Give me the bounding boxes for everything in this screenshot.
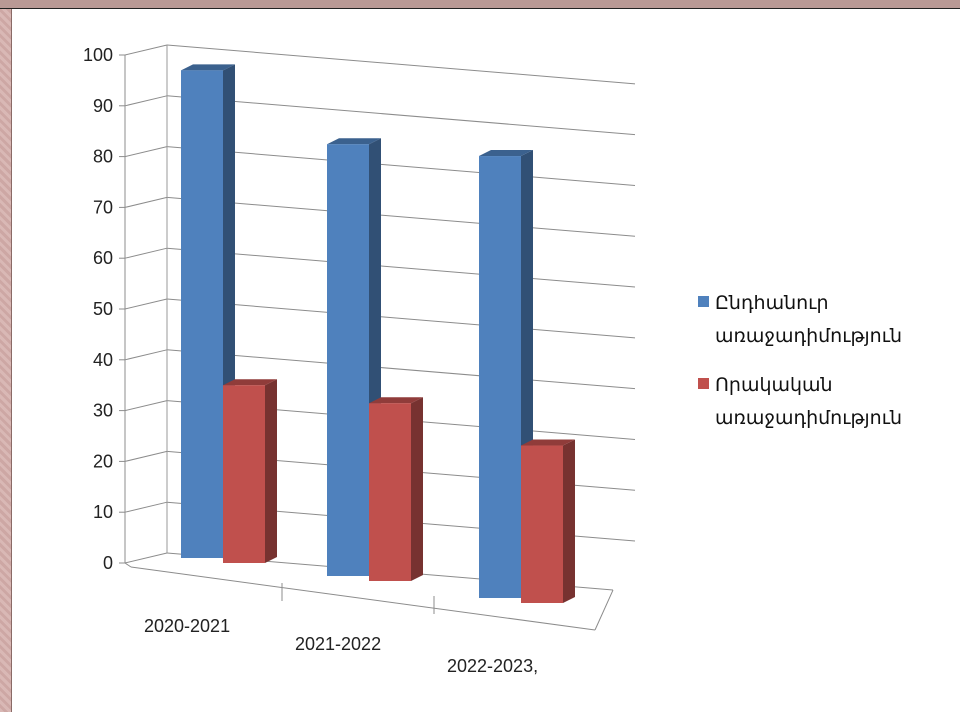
bar-top-face xyxy=(479,150,533,157)
x-category-label: 2022-2023, xyxy=(447,656,538,676)
chart-panel: 0 10 20 30 40 50 60 70 80 90 100 2020-2021 2021-202… xyxy=(11,9,960,712)
y-tick-label: 10 xyxy=(93,502,113,522)
side-gridline xyxy=(124,196,168,208)
bar-2-2022-2023, xyxy=(521,439,575,603)
bar-top-face xyxy=(223,379,277,386)
x-category-label: 2020-2021 xyxy=(144,616,230,636)
side-gridline xyxy=(124,450,168,462)
back-gridline xyxy=(166,95,636,136)
legend-swatch-series1 xyxy=(698,296,709,307)
y-tick-label: 70 xyxy=(93,197,113,217)
back-gridline xyxy=(166,298,636,339)
back-gridline xyxy=(166,349,636,390)
side-gridline xyxy=(124,501,168,513)
side-gridline xyxy=(124,552,168,564)
floor-right-edge xyxy=(594,589,614,631)
bar-top-face xyxy=(181,64,235,71)
floor-left-edge xyxy=(124,562,132,568)
bar-front-face xyxy=(327,144,369,576)
y-tick-label: 60 xyxy=(93,248,113,268)
x-axis-labels: 2020-2021 2021-2022 2022-2023, xyxy=(144,616,538,676)
bar-front-face xyxy=(223,385,265,563)
y-tick-label: 50 xyxy=(93,299,113,319)
bar-side-face xyxy=(265,379,277,563)
y-tick-label: 20 xyxy=(93,451,113,471)
legend-label-series1-line2: առաջադիմություն xyxy=(715,325,902,347)
bar-chart-3d: 0 10 20 30 40 50 60 70 80 90 100 2020-2021 2021-202… xyxy=(83,44,902,676)
bar-side-face xyxy=(411,397,423,581)
bar-top-face xyxy=(521,439,575,446)
bar-front-face xyxy=(369,403,411,581)
back-gridline xyxy=(166,146,636,186)
side-gridline xyxy=(124,146,168,158)
back-gridline xyxy=(166,196,636,237)
legend: Ընդհանուր առաջադիմություն Որակական առաջա… xyxy=(698,292,902,429)
top-strip xyxy=(0,0,960,9)
legend-label-series2-line2: առաջադիմություն xyxy=(715,407,902,429)
side-wall-grid xyxy=(124,44,168,564)
bar-side-face xyxy=(563,439,575,603)
y-tick-label: 90 xyxy=(93,96,113,116)
y-axis-ticks: 0 10 20 30 40 50 60 70 80 90 100 xyxy=(83,45,125,573)
side-gridline xyxy=(124,400,168,412)
side-gridline xyxy=(124,44,168,56)
y-tick-label: 0 xyxy=(103,553,113,573)
legend-swatch-series2 xyxy=(698,378,709,389)
side-gridline xyxy=(124,349,168,361)
side-gridline xyxy=(124,247,168,259)
x-category-label: 2021-2022 xyxy=(295,634,381,654)
y-tick-label: 30 xyxy=(93,401,113,421)
y-tick-label: 40 xyxy=(93,350,113,370)
bar-2-2020-2021 xyxy=(223,379,277,563)
side-gridline xyxy=(124,298,168,310)
bar-top-face xyxy=(369,397,423,404)
bar-front-face xyxy=(521,445,563,603)
bar-top-face xyxy=(327,138,381,145)
legend-label-series2-line1: Որակական xyxy=(715,374,833,396)
floor-front-edge xyxy=(130,566,596,631)
bar-2-2021-2022 xyxy=(369,397,423,581)
bar-front-face xyxy=(181,70,223,558)
back-gridline xyxy=(166,44,636,85)
chart-floor xyxy=(124,562,614,631)
back-gridline xyxy=(166,247,636,288)
bars-group xyxy=(181,64,575,603)
side-gridline xyxy=(124,95,168,107)
legend-label-series1-line1: Ընդհանուր xyxy=(715,292,828,314)
bar-front-face xyxy=(479,156,521,599)
y-tick-label: 100 xyxy=(83,45,113,65)
y-tick-label: 80 xyxy=(93,147,113,167)
